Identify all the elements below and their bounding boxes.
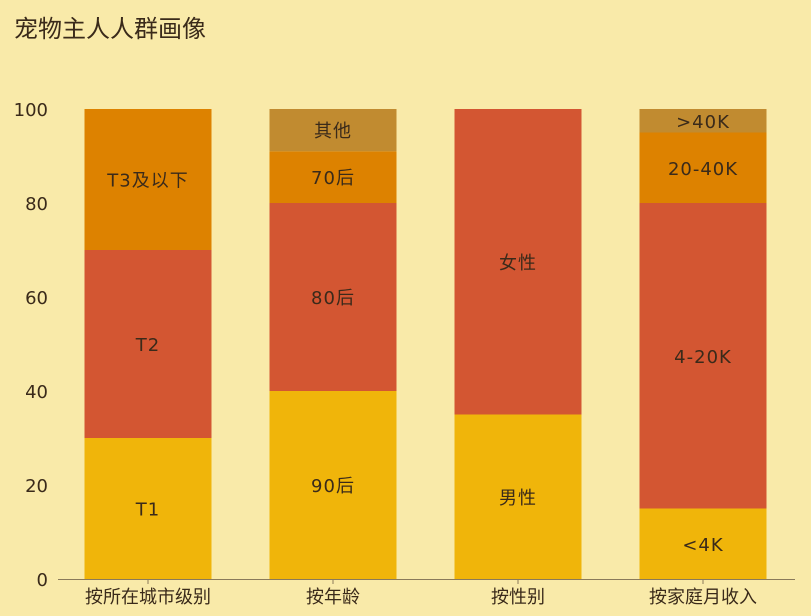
y-tick-label: 40: [25, 382, 48, 403]
chart-title: 宠物主人人群画像: [14, 15, 206, 43]
y-tick-label: 80: [25, 194, 48, 215]
segment-label: T1: [135, 500, 160, 521]
segment-label: 70后: [311, 168, 355, 189]
y-tick-label: 20: [25, 476, 48, 497]
bar-segment: [269, 203, 397, 391]
segment-label: 女性: [499, 253, 537, 274]
bar-segment: [454, 414, 582, 579]
bar-segment: [639, 508, 767, 579]
segment-label: <4K: [682, 535, 724, 556]
y-tick-label: 0: [37, 570, 48, 591]
bar-segment: [269, 391, 397, 579]
bar-segment: [639, 203, 767, 509]
segment-label: T2: [135, 335, 160, 356]
bar-segment: [84, 438, 212, 579]
bar-segment: [269, 109, 397, 152]
x-axis: 按所在城市级别 按年龄 按性别 按家庭月收入: [85, 579, 757, 608]
segment-label: 其他: [314, 121, 352, 142]
y-axis: 0 20 40 60 80 100: [14, 100, 48, 591]
bar-segment: [84, 109, 212, 250]
y-tick-label: 60: [25, 288, 48, 309]
segment-label: 4-20K: [674, 347, 732, 368]
x-tick-label: 按所在城市级别: [85, 587, 211, 608]
bar-segment: [639, 132, 767, 203]
x-tick-label: 按性别: [491, 587, 545, 608]
segment-label: 男性: [499, 488, 537, 509]
segment-label: 90后: [311, 476, 355, 497]
x-tick-label: 按年龄: [306, 587, 360, 608]
bar-segment: [639, 109, 767, 133]
bar-segment: [269, 151, 397, 203]
bar-segment: [84, 250, 212, 438]
segment-label: T3及以下: [106, 171, 188, 192]
segment-label: 20-40K: [668, 159, 738, 180]
x-tick-label: 按家庭月收入: [649, 587, 757, 608]
y-tick-label: 100: [14, 100, 48, 121]
bar-segment: [454, 109, 582, 415]
segment-label: 80后: [311, 288, 355, 309]
segment-label: >40K: [676, 112, 730, 133]
